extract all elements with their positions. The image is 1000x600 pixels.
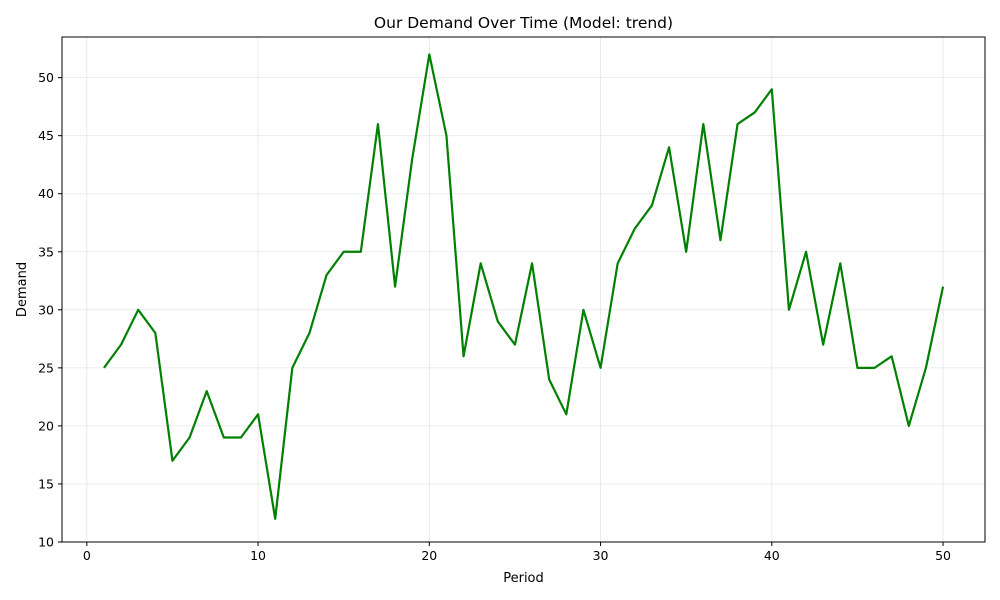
x-tick-label: 50 — [935, 548, 951, 563]
plot-frame — [61, 36, 986, 543]
y-tick-label: 50 — [38, 70, 54, 85]
grid — [62, 37, 985, 543]
x-axis: 0 10 20 30 40 50 — [83, 542, 951, 563]
y-tick-label: 45 — [38, 128, 54, 143]
y-tick-label: 35 — [38, 244, 54, 259]
y-tick-label: 25 — [38, 360, 54, 375]
demand-series-line — [103, 53, 945, 520]
y-tick-label: 15 — [38, 476, 54, 491]
y-axis: 10 15 20 25 30 35 40 45 50 — [38, 70, 62, 550]
y-tick-label: 40 — [38, 186, 54, 201]
x-axis-label: Period — [503, 571, 544, 586]
y-tick-label: 10 — [38, 535, 54, 550]
chart-title: Our Demand Over Time (Model: trend) — [374, 14, 673, 32]
y-tick-label: 30 — [38, 302, 54, 317]
x-tick-label: 30 — [593, 548, 609, 563]
y-axis-label: Demand — [15, 262, 30, 317]
x-tick-label: 40 — [764, 548, 780, 563]
y-tick-label: 20 — [38, 418, 54, 433]
x-tick-label: 10 — [250, 548, 266, 563]
x-tick-label: 20 — [421, 548, 437, 563]
x-tick-label: 0 — [83, 548, 91, 563]
series-layer — [103, 53, 945, 520]
